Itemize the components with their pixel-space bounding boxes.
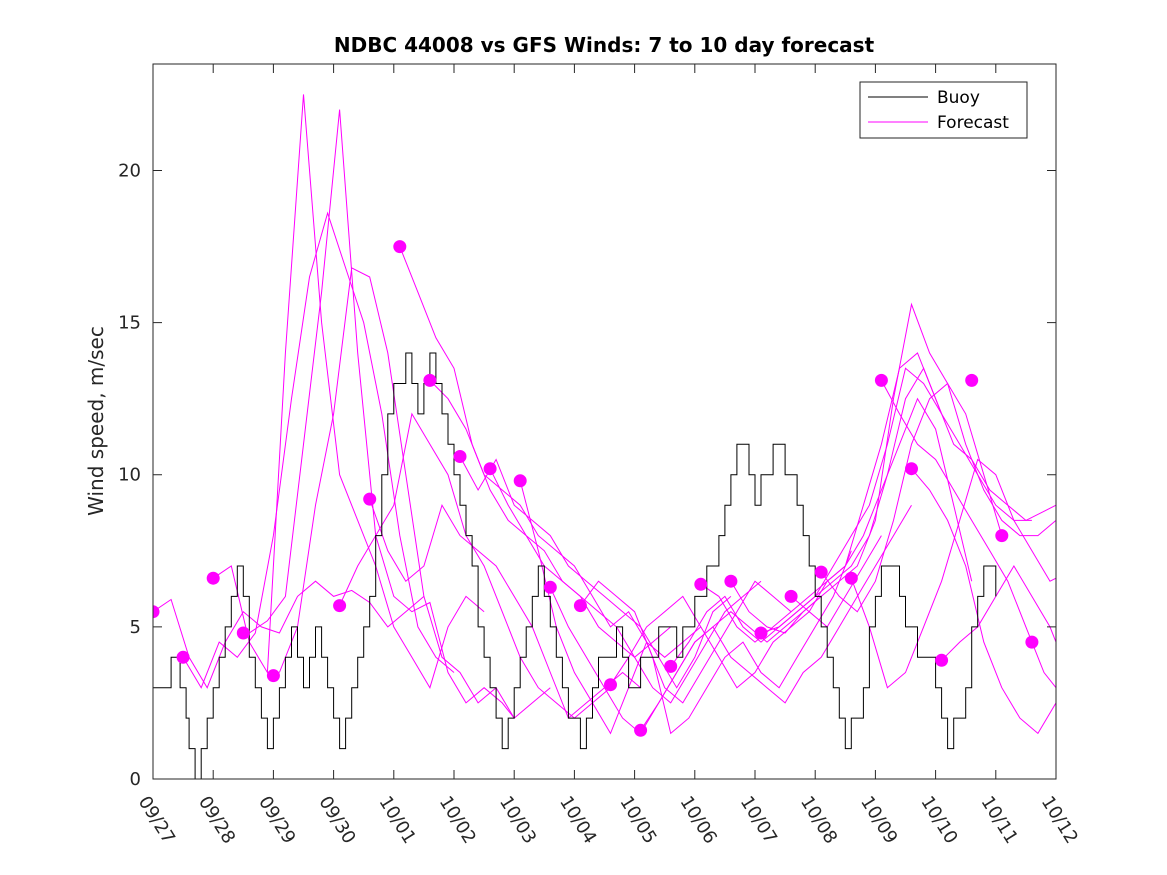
y-axis: 0 5 10 15 20 [118,160,1056,790]
forecast-line-14 [579,550,852,735]
forecast-start-marker [176,650,190,664]
forecast-start-marker [333,599,347,613]
forecast-start-marker [423,373,437,387]
chart-title: NDBC 44008 vs GFS Winds: 7 to 10 day for… [334,33,875,57]
forecast-start-marker [874,373,888,387]
forecast-line-22 [820,382,1056,613]
forecast-line-11 [489,468,762,704]
forecast-line-4 [249,109,515,719]
forecast-start-marker [935,653,949,667]
forecast-line-26 [941,565,1056,661]
buoy-line [153,352,997,779]
forecast-start-marker [905,462,918,476]
forecast-line-15 [610,535,882,689]
y-tick-label: 10 [118,465,141,486]
forecast-line-20 [760,367,1032,634]
forecast-start-marker [543,580,557,594]
legend-forecast-label: Forecast [937,113,1009,133]
axes-box [152,63,1057,780]
forecast-start-marker [393,240,407,254]
y-tick-label: 15 [118,313,141,334]
forecast-start-marker [363,492,377,506]
forecast-start-marker [995,529,1009,543]
forecast-line-7 [369,498,641,719]
forecast-start-marker [573,599,587,613]
forecast-start-marker [513,474,527,488]
forecast-start-marker [483,462,497,476]
forecast-start-marker [634,723,648,737]
forecast-line-25 [911,468,1056,735]
forecast-start-marker [694,577,708,591]
forecast-line-3 [212,94,485,689]
y-tick-label: 5 [130,617,141,638]
forecast-line-23 [850,458,1056,689]
forecast-line-5 [278,267,551,719]
forecast-start-marker [236,626,250,640]
forecast-start-marker [604,678,617,692]
forecast-start-marker [754,626,768,640]
forecast-line-9 [429,380,702,658]
forecast-start-marker [724,574,738,588]
forecast-start-marker [1025,635,1039,649]
forecast-start-marker [784,589,798,603]
forecast-start-marker [844,571,858,585]
forecast-line-19 [730,302,1003,634]
y-tick-label: 20 [118,160,141,181]
legend-box [859,81,1028,139]
forecast-line-10 [459,456,732,689]
forecast-start-marker [153,605,160,619]
forecast-line-16 [640,504,912,731]
legend-buoy-label: Buoy [937,88,980,108]
forecast-start-marker [266,669,280,683]
forecast-start-marker [206,571,220,585]
forecast-start-marker [453,450,467,463]
y-axis-label: Wind speed, m/sec [84,326,108,516]
legend: Buoy Forecast [859,81,1028,139]
forecast-line-2 [182,211,455,689]
plot-area [153,94,1056,779]
forecast-line-12 [519,480,792,735]
forecast-start-marker [814,565,828,579]
forecast-line-8 [399,246,672,658]
y-tick-label: 0 [130,769,141,790]
forecast-start-marker [965,373,979,387]
forecast-start-marker [664,659,678,673]
forecast-line-1 [153,580,425,689]
forecast-line-21 [790,352,1056,613]
